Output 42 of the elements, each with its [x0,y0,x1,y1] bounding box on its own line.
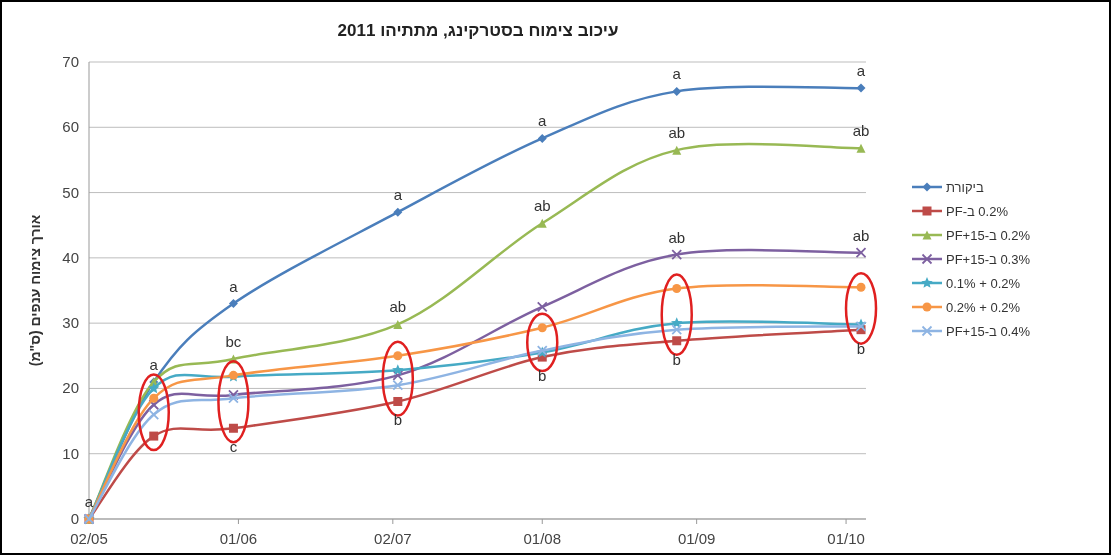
legend-label: 0.4% ב-PF+15 [946,324,1031,339]
chart-title: עיכוב צימוח בסטרקינג, מתתיהו 2011 [337,21,619,40]
x-tick-label: 01/08 [523,530,562,547]
x-tick-label: 02/05 [70,530,108,547]
annotation: ab [668,228,686,246]
y-tick-label: 20 [62,379,79,397]
annotation: bc [225,333,242,351]
annotation: ab [852,226,870,244]
annotation: ab [668,124,686,142]
annotation: a [856,62,866,80]
y-tick-label: 0 [70,510,79,527]
annotation: a [672,65,682,83]
legend-label: 0.3% ב-PF+15 [946,252,1031,267]
annotation: b [672,350,681,368]
x-tick-label: 02/07 [374,530,412,547]
y-tick-label: 40 [62,248,79,266]
annotation: b [856,339,866,357]
y-tick-label: 70 [62,53,79,70]
annotation: ab [852,122,870,140]
legend-label: 0.2% + 0.2% [946,300,1021,315]
annotation: ab [389,298,407,316]
y-tick-label: 50 [62,183,79,201]
y-axis-title: אורך צימוח ענפים (ס"מ) [27,214,43,367]
y-tick-label: 60 [62,118,79,136]
x-tick-label: 01/09 [677,530,716,547]
annotation: b [393,411,402,429]
legend-label: 0.2% ב-PF [946,204,1009,219]
legend-label: 0.2% ב-PF+15 [946,228,1031,243]
annotation: a [229,277,239,295]
y-tick-label: 30 [62,314,79,332]
y-tick-label: 10 [62,444,79,462]
annotation: a [84,493,94,510]
annotation: a [149,355,159,373]
legend-label: ביקורת [946,180,984,195]
annotation: c [229,438,238,456]
x-tick-label: 01/10 [827,530,865,547]
annotation: a [538,112,548,130]
x-tick-label: 01/06 [219,530,258,547]
annotation: ab [533,197,551,215]
legend-label: 0.2% + 0.1% [946,276,1021,291]
annotation: b [538,367,547,385]
annotation: a [393,186,403,204]
